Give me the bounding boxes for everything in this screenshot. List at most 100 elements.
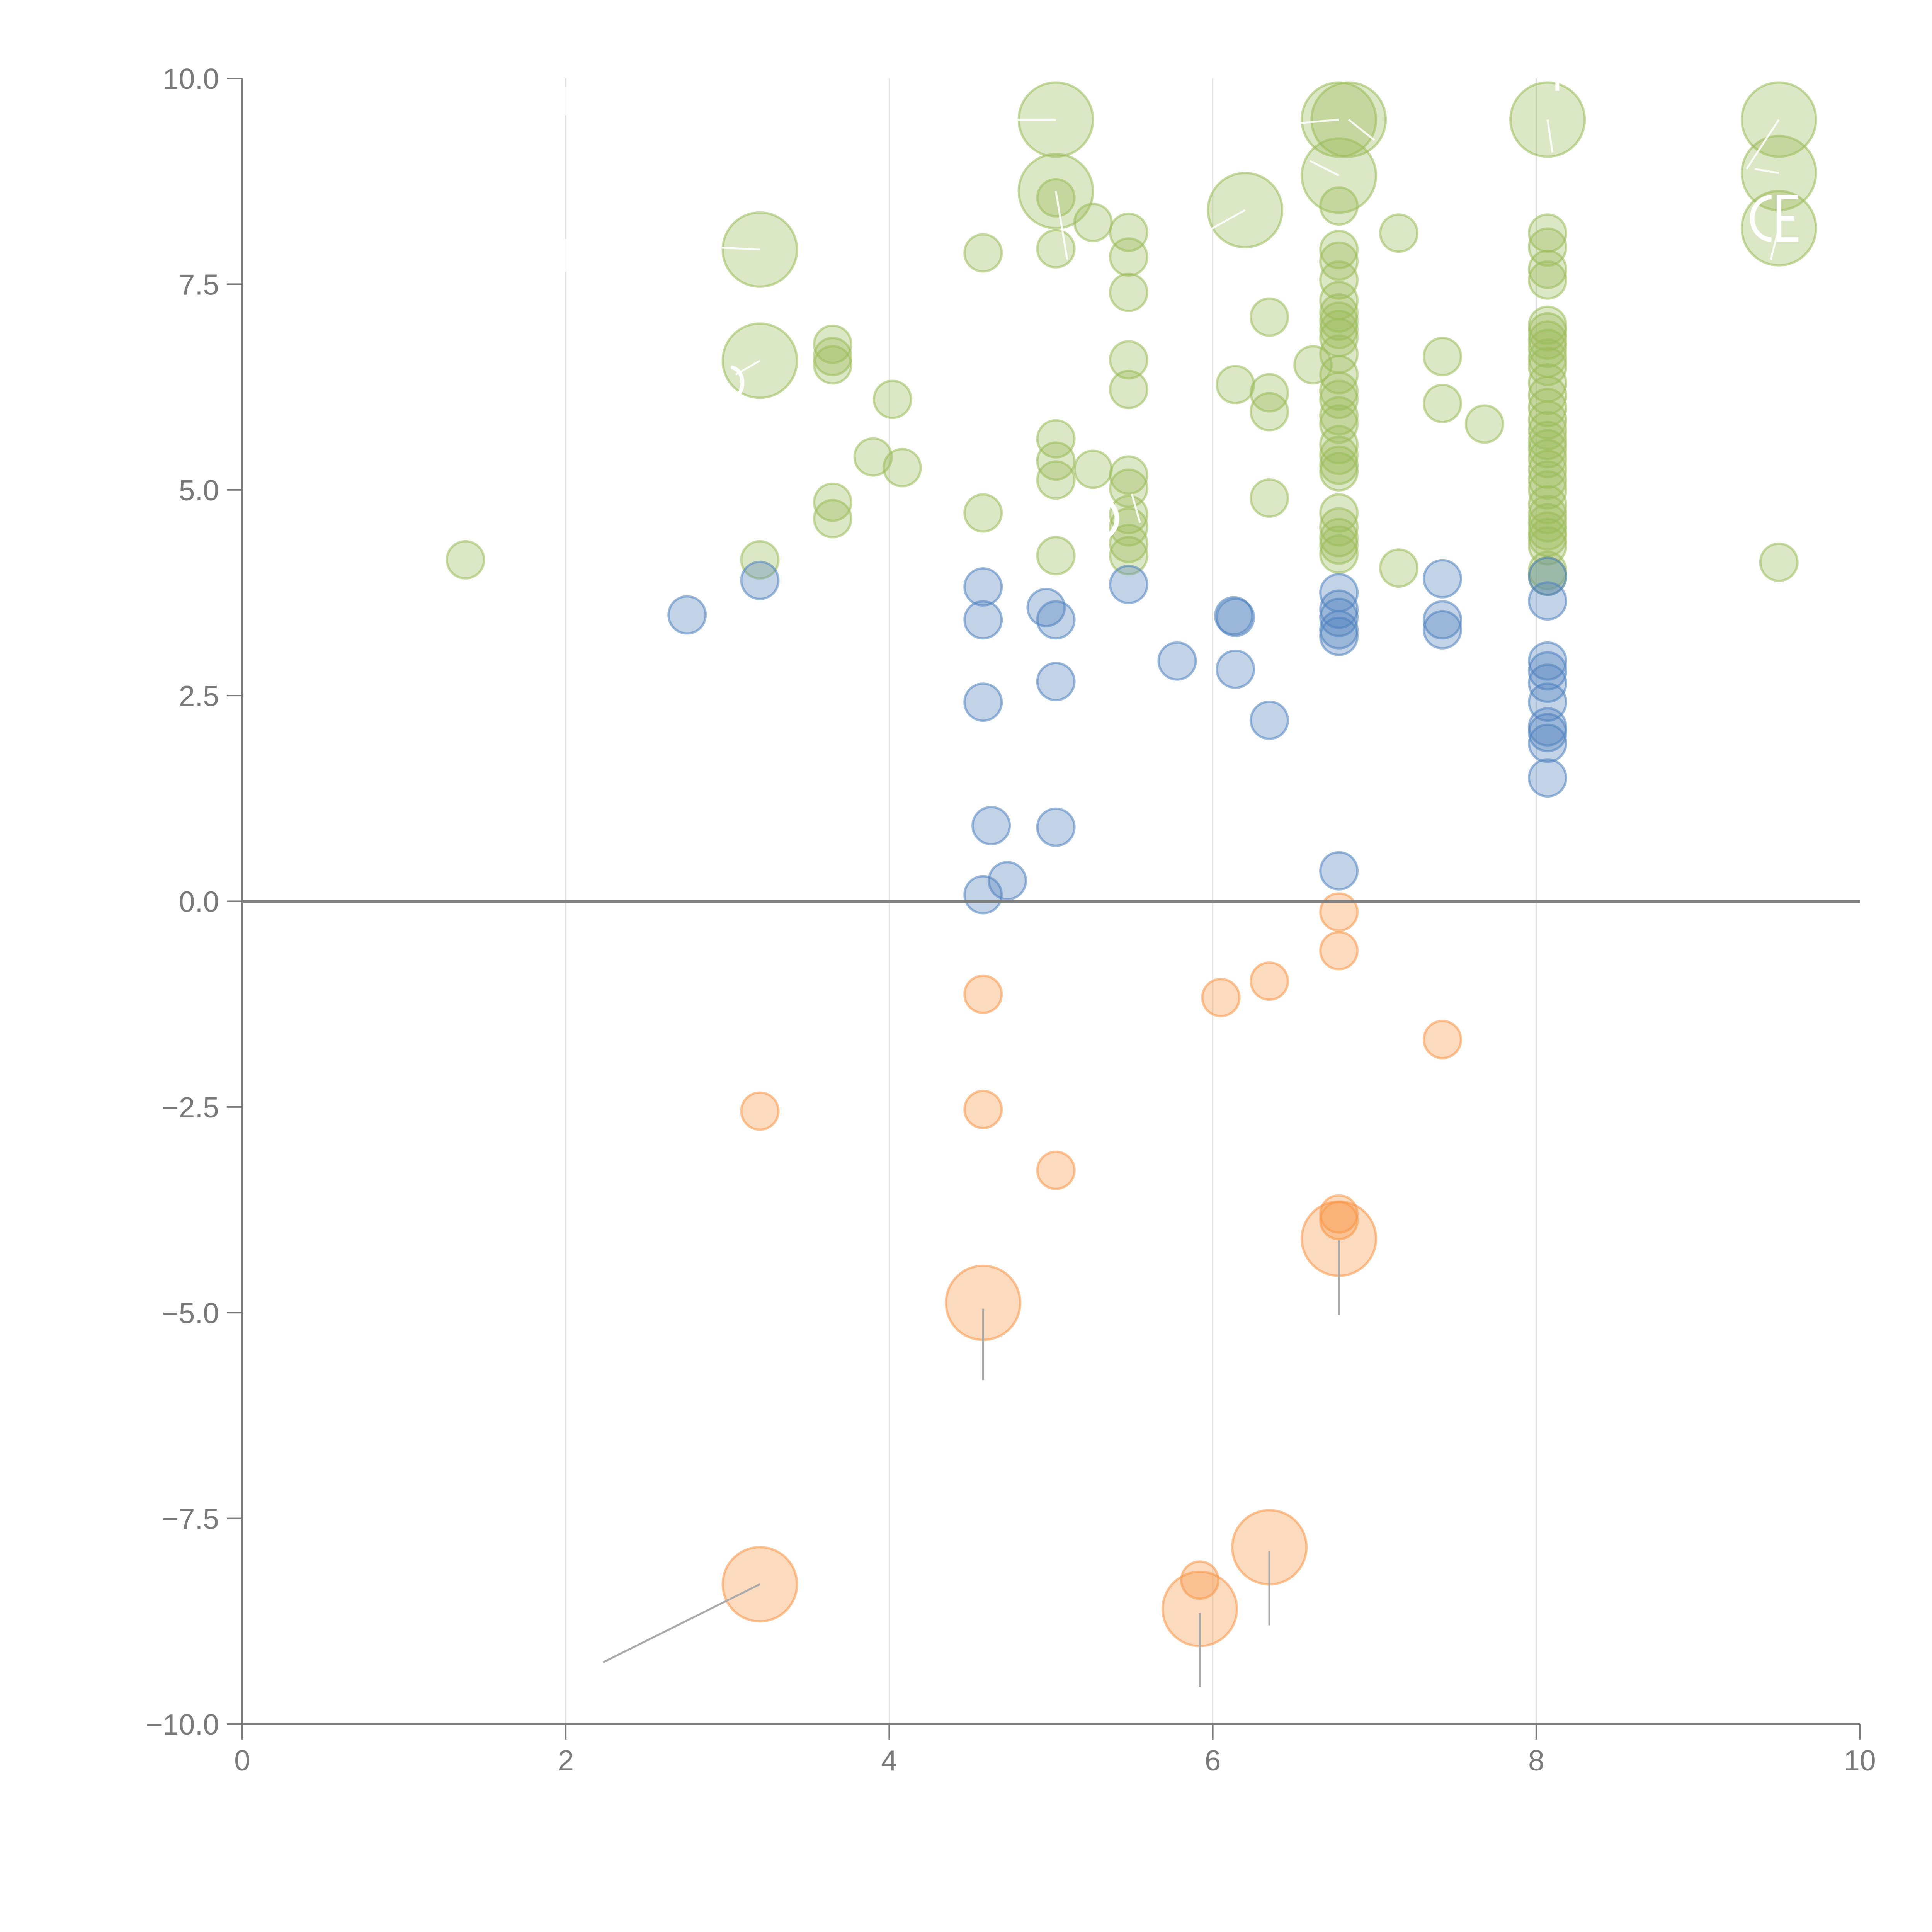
bubble-green <box>963 233 1003 273</box>
bubble-blue <box>1423 559 1462 599</box>
bubble-green <box>1319 425 1359 464</box>
bubble-label-artifacts <box>565 78 1798 541</box>
x-tick-label: 4 <box>881 1744 898 1777</box>
bubble-green <box>1528 227 1568 267</box>
bubble-orange <box>963 975 1003 1014</box>
bubble-green <box>1759 543 1799 582</box>
bubble-green <box>813 337 852 376</box>
bubble-blue <box>740 561 780 600</box>
bubble-green <box>1319 534 1359 574</box>
bubble-green <box>1109 495 1148 534</box>
white-connector-stroke <box>1754 168 1779 174</box>
clipped-glyph-fragment <box>1099 497 1119 541</box>
bubble-green <box>1319 452 1359 492</box>
bubble-orange <box>1201 978 1241 1017</box>
bubble-green <box>1528 388 1568 427</box>
bubble-green <box>1319 396 1359 436</box>
bubble-blue <box>988 861 1027 901</box>
y-tick-label: −2.5 <box>162 1091 219 1124</box>
bubble-green <box>1109 237 1148 277</box>
bubble-green <box>1528 518 1568 558</box>
white-connector-stroke <box>1745 119 1780 170</box>
bubble-blue <box>1216 650 1255 689</box>
bubble-green <box>1301 137 1378 214</box>
y-tick-label: 7.5 <box>179 268 219 301</box>
bubble-green <box>963 493 1003 533</box>
bubble-orange <box>1036 1150 1076 1190</box>
bubble-green <box>1319 260 1359 300</box>
clipped-glyph-fragment <box>1750 195 1772 242</box>
bubble-green <box>1528 449 1568 489</box>
y-tick-label: −10.0 <box>146 1708 219 1741</box>
y-tick-label: −7.5 <box>162 1503 219 1535</box>
white-connector-stroke <box>1309 160 1340 177</box>
bubble-blue <box>1319 851 1359 891</box>
bubble-green <box>1036 229 1076 269</box>
bubble-green <box>1319 301 1359 341</box>
bubble-blue <box>1528 723 1568 763</box>
y-tick-label: 10.0 <box>163 63 219 95</box>
bubble-green <box>1250 392 1289 432</box>
white-connector-stroke <box>711 246 760 251</box>
bubble-green <box>1464 404 1504 444</box>
bubble-blue <box>1036 662 1076 701</box>
bubble-blue <box>1528 713 1568 752</box>
bubble-green <box>1319 230 1359 269</box>
bubble-green <box>872 379 912 419</box>
bubble-green <box>446 540 485 580</box>
x-tick-label: 2 <box>558 1744 574 1777</box>
bubble-orange <box>1180 1560 1220 1600</box>
bubble-green <box>813 482 852 522</box>
bubble-green <box>1528 503 1568 543</box>
bubble-green <box>1319 404 1359 444</box>
y-tick-label: 2.5 <box>179 680 219 712</box>
white-connector-stroke <box>1546 119 1554 153</box>
leader-lines <box>602 1240 1340 1687</box>
bubble-green <box>1036 536 1076 576</box>
bubble-blue <box>1528 581 1568 621</box>
bubble-layer <box>446 81 1817 1647</box>
bubble-green <box>1528 429 1568 469</box>
bubble-blue <box>667 595 707 635</box>
x-tick-label: 0 <box>234 1744 250 1777</box>
bubble-green <box>1216 365 1255 405</box>
bubble-green <box>1109 455 1148 495</box>
bubble-orange <box>1250 961 1289 1001</box>
y-tick-label: 0.0 <box>179 886 219 918</box>
leader-line <box>602 1583 760 1663</box>
bubble-blue <box>1319 616 1359 656</box>
bubble-blue <box>1216 597 1255 637</box>
bubble-blue <box>1214 596 1253 636</box>
bubble-green <box>1319 435 1359 475</box>
bubble-green <box>882 448 922 488</box>
x-tick-label: 10 <box>1844 1744 1876 1777</box>
bubble-green <box>1528 400 1568 440</box>
bubble-green <box>853 437 893 477</box>
bubble-green <box>1036 460 1076 500</box>
bubble-green <box>1250 297 1289 337</box>
bubble-blue <box>1036 807 1076 847</box>
bubble-blue <box>963 567 1003 607</box>
bubble-blue <box>963 600 1003 640</box>
bubble-blue <box>1423 610 1462 650</box>
bubble-orange <box>963 1090 1003 1129</box>
bubble-green <box>813 324 852 364</box>
bubble-green <box>1036 178 1076 218</box>
bubble-green <box>1379 213 1418 253</box>
white-connector-stroke <box>1293 118 1339 125</box>
bubble-green <box>1528 260 1568 300</box>
bubble-blue <box>1423 600 1462 640</box>
x-tick-label: 6 <box>1205 1744 1221 1777</box>
bubble-green <box>1293 345 1333 385</box>
bubble-green <box>1109 340 1148 380</box>
bubble-green <box>1528 439 1568 478</box>
bubble-green <box>1036 419 1076 459</box>
bubble-green <box>1310 81 1387 158</box>
bubble-green <box>1073 449 1113 489</box>
x-tick-label: 8 <box>1528 1744 1544 1777</box>
y-tick-label: −5.0 <box>162 1297 219 1329</box>
bubble-green <box>1109 524 1148 563</box>
white-connector-stroke <box>1348 119 1375 141</box>
bubble-green <box>1319 186 1359 226</box>
